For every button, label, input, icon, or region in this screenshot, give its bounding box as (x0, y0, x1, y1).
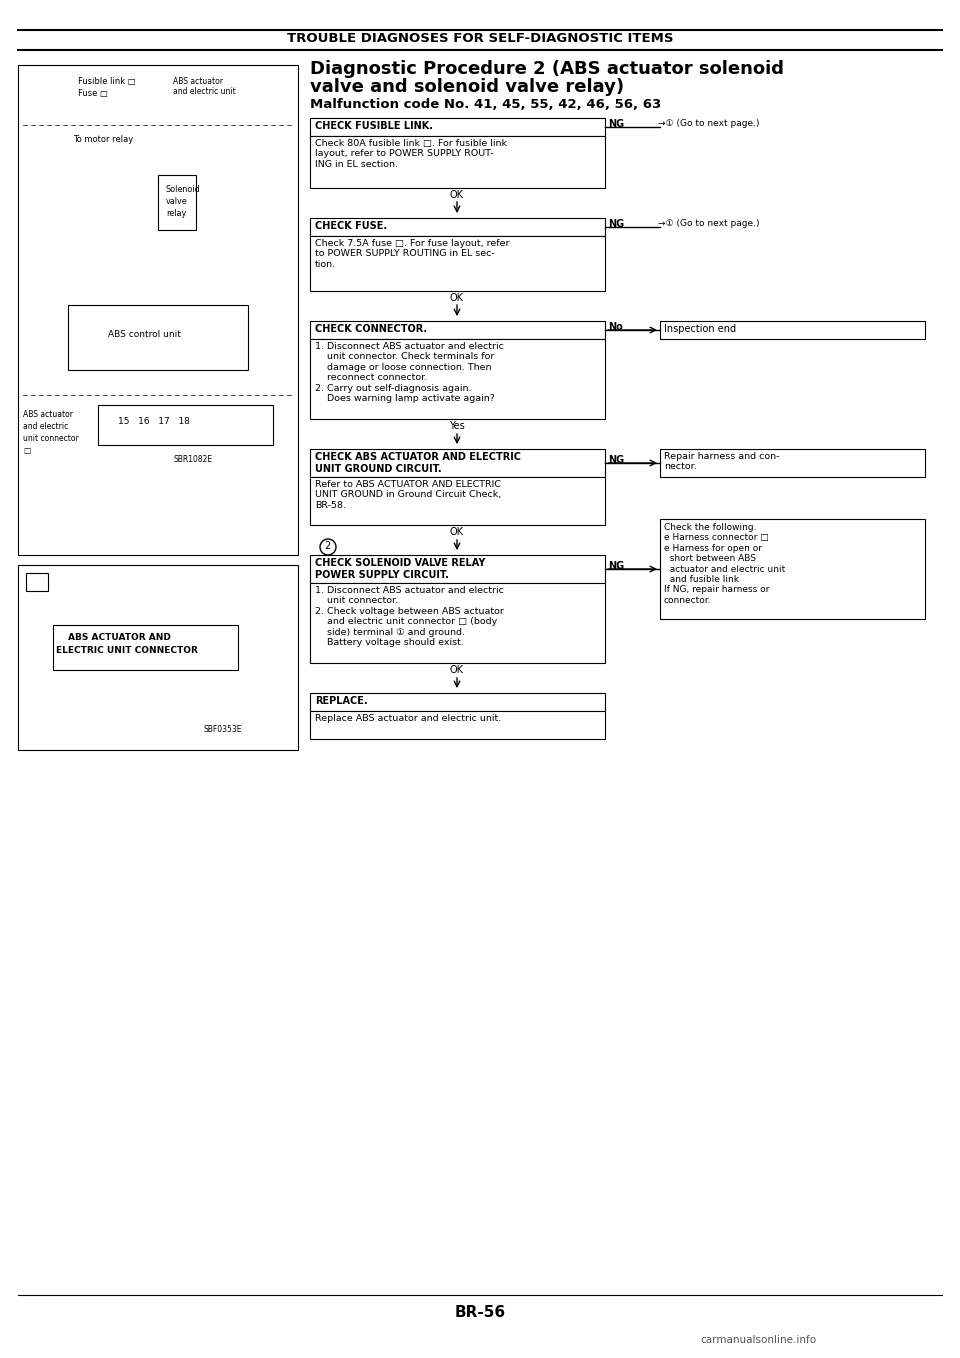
Bar (0, 0, 960, 45)
Text: CHECK FUSIBLE LINK.: CHECK FUSIBLE LINK. (315, 121, 433, 130)
Bar (310, 712, 605, 739)
Text: No: No (608, 322, 623, 331)
Bar (98, 405, 273, 445)
Bar (18, 65, 298, 555)
Text: Malfunction code No. 41, 45, 55, 42, 46, 56, 63: Malfunction code No. 41, 45, 55, 42, 46,… (310, 98, 661, 111)
Text: →① (Go to next page.): →① (Go to next page.) (658, 120, 759, 128)
Bar (310, 340, 605, 420)
Text: CHECK SOLENOID VALVE RELAY
POWER SUPPLY CIRCUIT.: CHECK SOLENOID VALVE RELAY POWER SUPPLY … (315, 558, 486, 580)
Bar (310, 693, 605, 712)
Text: NG: NG (608, 455, 624, 464)
Text: ABS actuator: ABS actuator (23, 410, 73, 420)
Bar (310, 583, 605, 663)
Bar (68, 306, 248, 369)
Text: 15   16   17   18: 15 16 17 18 (118, 417, 190, 426)
Text: valve: valve (166, 197, 188, 206)
Text: To motor relay: To motor relay (73, 134, 133, 144)
Text: Check 7.5A fuse □. For fuse layout, refer
to POWER SUPPLY ROUTING in EL sec-
tio: Check 7.5A fuse □. For fuse layout, refe… (315, 239, 510, 269)
Text: 1. Disconnect ABS actuator and electric
    unit connector.
2. Check voltage bet: 1. Disconnect ABS actuator and electric … (315, 587, 504, 646)
Text: Inspection end: Inspection end (664, 325, 736, 334)
Text: CHECK FUSE.: CHECK FUSE. (315, 221, 387, 231)
Text: □: □ (23, 445, 31, 455)
Text: Fusible link □: Fusible link □ (78, 77, 135, 86)
Text: ELECTRIC UNIT CONNECTOR: ELECTRIC UNIT CONNECTOR (56, 646, 198, 655)
Bar (310, 219, 605, 236)
Bar (660, 449, 925, 477)
Text: OK: OK (449, 665, 463, 675)
Bar (310, 136, 605, 187)
Text: Yes: Yes (449, 421, 465, 430)
Text: OK: OK (449, 190, 463, 200)
Text: TROUBLE DIAGNOSES FOR SELF-DIAGNOSTIC ITEMS: TROUBLE DIAGNOSES FOR SELF-DIAGNOSTIC IT… (287, 33, 673, 45)
Bar (310, 449, 605, 477)
Text: and electric: and electric (23, 422, 68, 430)
Text: REPLACE.: REPLACE. (315, 697, 368, 706)
Text: Check the following.
e Harness connector □
e Harness for open or
  short between: Check the following. e Harness connector… (664, 523, 785, 604)
Text: CHECK ABS ACTUATOR AND ELECTRIC
UNIT GROUND CIRCUIT.: CHECK ABS ACTUATOR AND ELECTRIC UNIT GRO… (315, 452, 521, 474)
Text: SBR1082E: SBR1082E (173, 455, 212, 464)
Text: NG: NG (608, 120, 624, 129)
Bar (310, 118, 605, 136)
Text: carmanualsonline.info: carmanualsonline.info (700, 1335, 816, 1344)
Bar (310, 477, 605, 526)
Text: OK: OK (449, 527, 463, 536)
Text: Replace ABS actuator and electric unit.: Replace ABS actuator and electric unit. (315, 714, 501, 722)
Bar (660, 519, 925, 619)
Text: NG: NG (608, 219, 624, 230)
Text: ABS actuator: ABS actuator (173, 77, 223, 86)
Text: relay: relay (166, 209, 186, 219)
Bar (310, 555, 605, 583)
Bar (53, 625, 238, 669)
Text: NG: NG (608, 561, 624, 570)
Text: SBF0353E: SBF0353E (203, 725, 242, 735)
Text: Refer to ABS ACTUATOR AND ELECTRIC
UNIT GROUND in Ground Circuit Check,
BR-58.: Refer to ABS ACTUATOR AND ELECTRIC UNIT … (315, 479, 501, 509)
Text: Fuse □: Fuse □ (78, 90, 108, 98)
Text: valve and solenoid valve relay): valve and solenoid valve relay) (310, 77, 624, 96)
Text: CHECK CONNECTOR.: CHECK CONNECTOR. (315, 325, 427, 334)
Text: BR-56: BR-56 (454, 1305, 506, 1320)
Text: unit connector: unit connector (23, 435, 79, 443)
Bar (310, 320, 605, 340)
Bar (660, 320, 925, 340)
Bar (26, 573, 48, 591)
Text: Check 80A fusible link □. For fusible link
layout, refer to POWER SUPPLY ROUT-
I: Check 80A fusible link □. For fusible li… (315, 139, 507, 168)
Text: 1. Disconnect ABS actuator and electric
    unit connector. Check terminals for
: 1. Disconnect ABS actuator and electric … (315, 342, 504, 403)
Text: →① (Go to next page.): →① (Go to next page.) (658, 219, 759, 228)
Text: ABS control unit: ABS control unit (108, 330, 180, 340)
Text: OK: OK (449, 293, 463, 303)
Bar (18, 565, 298, 750)
Text: Solenoid: Solenoid (166, 185, 201, 194)
Text: ABS ACTUATOR AND: ABS ACTUATOR AND (68, 633, 171, 642)
Bar (310, 236, 605, 291)
Bar (158, 175, 196, 230)
Text: 2: 2 (324, 540, 330, 551)
Text: Repair harness and con-
nector.: Repair harness and con- nector. (664, 452, 780, 471)
Text: Diagnostic Procedure 2 (ABS actuator solenoid: Diagnostic Procedure 2 (ABS actuator sol… (310, 60, 784, 77)
Text: and electric unit: and electric unit (173, 87, 236, 96)
